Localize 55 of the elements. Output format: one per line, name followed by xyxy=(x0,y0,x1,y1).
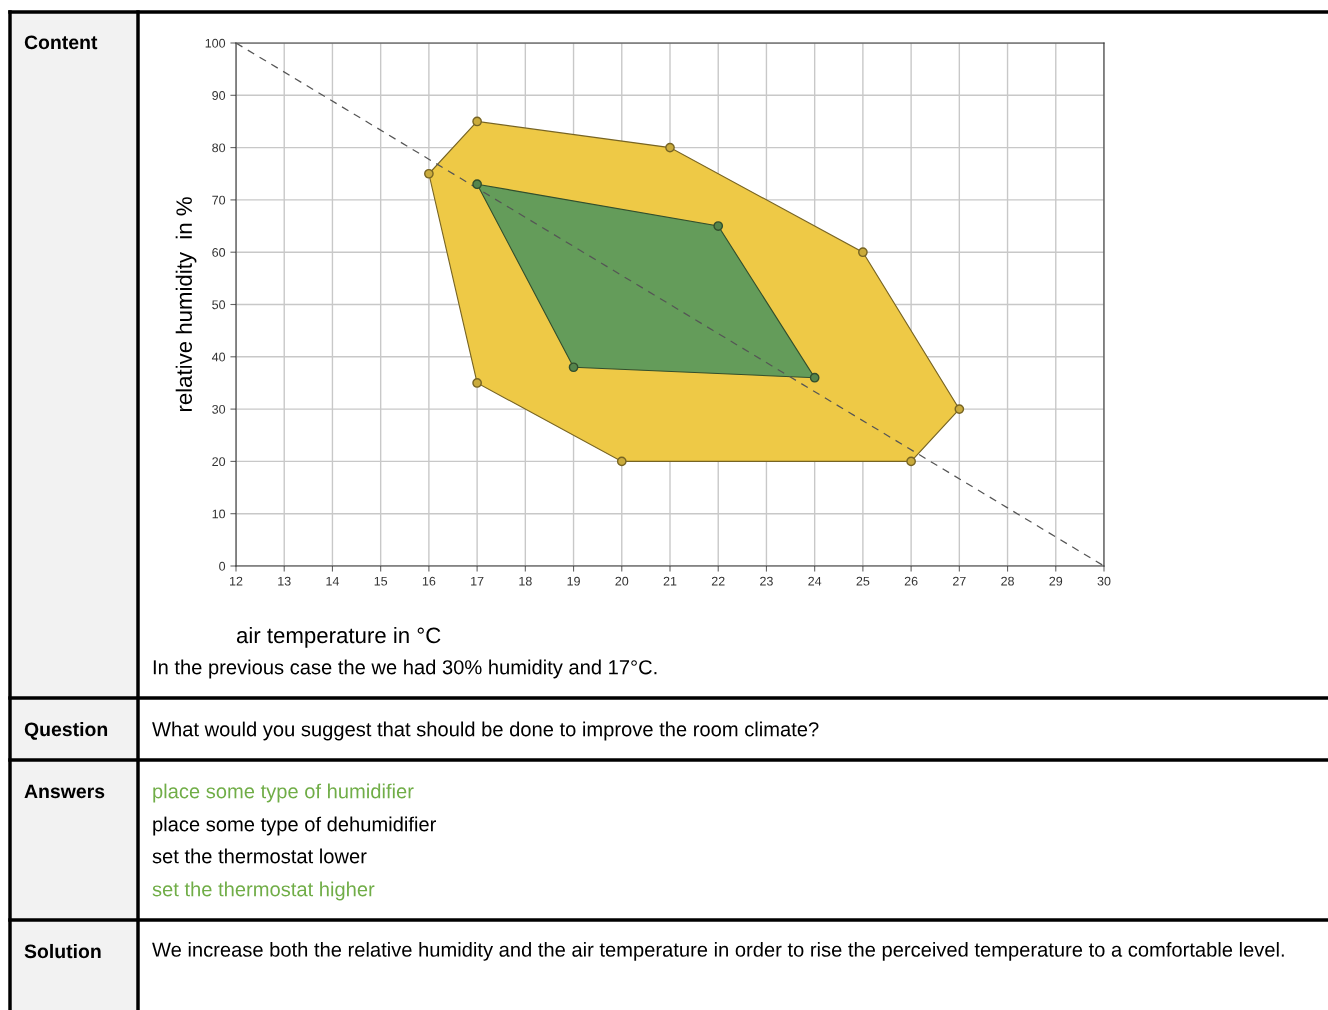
x-tick-label: 27 xyxy=(953,576,966,586)
y-tick-label: 50 xyxy=(212,300,226,310)
point xyxy=(472,179,482,190)
text: Question xyxy=(24,721,108,740)
text: Content xyxy=(24,35,98,50)
text: What would you suggest that should be done to improve the room climate? xyxy=(152,721,819,741)
point xyxy=(616,456,627,467)
point xyxy=(472,116,482,127)
point xyxy=(906,456,916,467)
y-tick-label: 60 xyxy=(212,248,226,257)
y-tick-label: 0 xyxy=(219,561,226,571)
y-tick-label: 80 xyxy=(212,143,226,153)
text: set the thermostat higher xyxy=(152,881,375,901)
x-tick-label: 21 xyxy=(663,576,677,586)
x-tick-label: 22 xyxy=(711,576,725,586)
y-tick-label: 20 xyxy=(212,457,226,467)
x-axis-title: air temperature in °C xyxy=(236,626,441,648)
x-tick-label: 13 xyxy=(278,576,291,586)
y-tick-label: 70 xyxy=(212,195,226,205)
y-tick-label: 30 xyxy=(212,404,226,414)
point xyxy=(809,372,820,383)
x-tick-label: 12 xyxy=(230,576,243,586)
y-axis-title: relative humidity in % xyxy=(175,197,197,412)
x-tick-label: 29 xyxy=(1049,576,1063,586)
y-tick-label: 90 xyxy=(212,91,226,100)
x-tick-label: 18 xyxy=(519,576,532,586)
x-tick-label: 24 xyxy=(808,576,822,586)
y-tick-label: 10 xyxy=(212,509,226,519)
x-tick-label: 16 xyxy=(422,576,436,586)
point xyxy=(665,142,675,153)
text: place some type of humidifier xyxy=(153,783,414,803)
text: In the previous case the we had 30% humidity and 17°C. xyxy=(153,659,657,679)
x-tick-label: 30 xyxy=(1097,576,1111,586)
point xyxy=(424,168,434,179)
point xyxy=(713,221,724,231)
point xyxy=(858,247,868,258)
x-tick-label: 20 xyxy=(615,576,629,586)
point xyxy=(954,404,965,414)
text: place some type of dehumidifier xyxy=(153,816,436,836)
y-tick-label: 100 xyxy=(205,38,226,48)
text: We increase both the relative humidity and the air temperature in order to rise the perceived temperature to a comfortable level. xyxy=(152,942,1284,961)
text: Solution xyxy=(24,943,101,959)
x-tick-label: 17 xyxy=(471,576,484,586)
x-tick-label: 25 xyxy=(856,576,870,586)
x-tick-label: 15 xyxy=(374,576,388,586)
point xyxy=(472,378,482,388)
x-tick-label: 14 xyxy=(326,576,340,586)
text: Answers xyxy=(24,784,105,799)
point xyxy=(568,362,579,373)
x-tick-label: 26 xyxy=(904,576,918,586)
x-tick-label: 23 xyxy=(760,576,773,586)
x-tick-label: 19 xyxy=(567,576,580,586)
y-tick-label: 40 xyxy=(211,352,226,362)
text: set the thermostat lower xyxy=(152,848,367,864)
x-tick-label: 28 xyxy=(1001,576,1014,586)
